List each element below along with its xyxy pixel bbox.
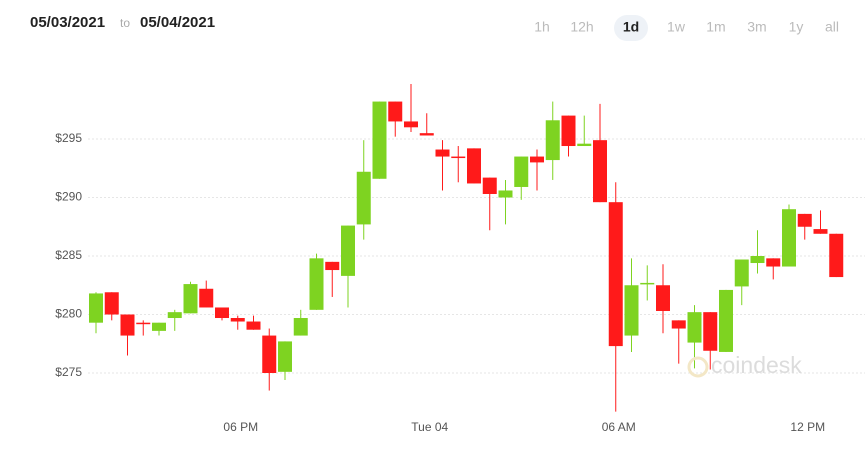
candle-body bbox=[152, 322, 166, 331]
end-date: 05/04/2021 bbox=[140, 14, 215, 31]
candle-body bbox=[719, 289, 733, 352]
range-button[interactable]: 3m bbox=[747, 19, 766, 35]
candle-body bbox=[120, 314, 135, 336]
candle-body bbox=[750, 256, 765, 264]
candle-body bbox=[388, 101, 403, 122]
candle-body bbox=[829, 233, 844, 278]
x-tick-label: 06 AM bbox=[602, 420, 636, 434]
candle-body bbox=[246, 321, 261, 330]
y-tick-label: $285 bbox=[55, 248, 82, 262]
candle-body bbox=[230, 318, 245, 322]
candle-body bbox=[262, 335, 277, 373]
candle-body bbox=[372, 101, 387, 179]
candle-body bbox=[498, 190, 513, 198]
y-tick-label: $275 bbox=[55, 365, 82, 379]
candle-body bbox=[89, 293, 103, 323]
range-button[interactable]: 1m bbox=[706, 19, 725, 35]
candle-body bbox=[104, 292, 119, 315]
candle-body bbox=[766, 258, 781, 267]
y-tick-label: $280 bbox=[55, 307, 82, 321]
range-button[interactable]: 1y bbox=[789, 19, 804, 35]
candle-body bbox=[341, 225, 355, 276]
range-selected-bg bbox=[614, 15, 648, 41]
candle-body bbox=[656, 285, 670, 311]
candle-body bbox=[215, 307, 229, 319]
candle-body bbox=[703, 312, 718, 351]
candle-body bbox=[577, 143, 592, 147]
candle-body bbox=[451, 156, 466, 159]
candle-body bbox=[435, 149, 450, 157]
candle-body bbox=[293, 318, 308, 336]
candle-body bbox=[278, 341, 292, 372]
candle-body bbox=[404, 121, 418, 128]
candle-body bbox=[561, 115, 576, 147]
candle-body bbox=[797, 213, 812, 227]
candle-body bbox=[514, 156, 529, 187]
candle-body bbox=[136, 322, 151, 325]
y-tick-label: $290 bbox=[55, 190, 82, 204]
watermark-text: coindesk bbox=[711, 352, 802, 378]
candle-body bbox=[325, 261, 340, 271]
candle-body bbox=[734, 259, 749, 287]
candle-body bbox=[482, 177, 497, 194]
candle-body bbox=[813, 229, 828, 234]
candle-body bbox=[199, 288, 214, 308]
range-button[interactable]: 1h bbox=[534, 19, 550, 35]
start-date: 05/03/2021 bbox=[30, 14, 105, 31]
candle-body bbox=[167, 312, 182, 319]
candle-body bbox=[530, 156, 544, 163]
date-separator: to bbox=[120, 16, 130, 30]
watermark: coindesk bbox=[687, 352, 802, 378]
range-button[interactable]: all bbox=[825, 19, 839, 35]
range-button[interactable]: 1d bbox=[623, 19, 639, 35]
x-tick-label: 06 PM bbox=[223, 420, 258, 434]
candle-body bbox=[593, 140, 607, 203]
candle-body bbox=[687, 312, 702, 343]
candle-body bbox=[467, 148, 481, 184]
candle-body bbox=[640, 282, 655, 285]
range-button[interactable]: 1w bbox=[667, 19, 686, 35]
candle-body bbox=[183, 284, 198, 314]
x-tick-label: 12 PM bbox=[790, 420, 825, 434]
x-tick-label: Tue 04 bbox=[411, 420, 448, 434]
candle-body bbox=[671, 320, 686, 329]
candle-body bbox=[419, 133, 434, 136]
candle-body bbox=[545, 120, 560, 161]
candle-body bbox=[309, 258, 324, 310]
y-tick-label: $295 bbox=[55, 131, 82, 145]
candle-body bbox=[608, 202, 623, 347]
candle-body bbox=[356, 171, 371, 225]
candle-body bbox=[782, 209, 796, 267]
candle-body bbox=[624, 285, 639, 336]
range-button[interactable]: 12h bbox=[570, 19, 593, 35]
